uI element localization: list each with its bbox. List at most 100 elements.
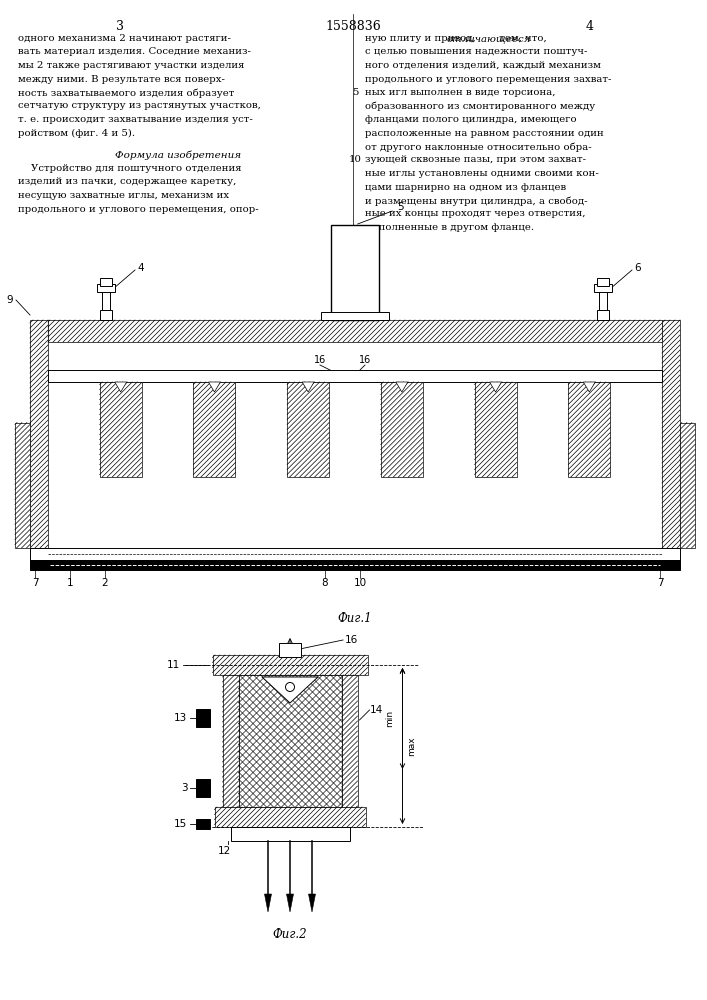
Text: выполненные в другом фланце.: выполненные в другом фланце. (365, 223, 534, 232)
Text: 10: 10 (349, 155, 361, 164)
Text: и размещены внутри цилиндра, а свобод-: и размещены внутри цилиндра, а свобод- (365, 196, 588, 206)
Text: 5: 5 (397, 202, 404, 212)
Bar (341, 675, 358, 807)
Bar (597, 310, 609, 320)
Text: несущую захватные иглы, механизм их: несущую захватные иглы, механизм их (18, 191, 229, 200)
Circle shape (286, 682, 295, 692)
Bar (30, 320, 48, 548)
Bar (238, 675, 341, 807)
Bar (196, 779, 209, 797)
Bar (214, 807, 366, 827)
Text: изделий из пачки, содержащее каретку,: изделий из пачки, содержащее каретку, (18, 178, 236, 186)
Bar (196, 709, 209, 727)
Bar (213, 655, 368, 675)
Bar (100, 382, 141, 477)
Text: 15: 15 (174, 819, 187, 829)
Bar (381, 382, 423, 477)
Text: ных игл выполнен в виде торсиона,: ных игл выполнен в виде торсиона, (365, 88, 556, 97)
Text: Фиг.1: Фиг.1 (338, 612, 373, 625)
Text: max: max (407, 736, 416, 756)
Bar (597, 278, 609, 286)
Text: 6: 6 (634, 263, 641, 273)
Text: 8: 8 (322, 578, 328, 588)
Text: ную плиту и привод,: ную плиту и привод, (365, 34, 479, 43)
Bar (48, 320, 662, 342)
Polygon shape (583, 382, 595, 392)
Polygon shape (262, 677, 318, 703)
Bar (100, 310, 112, 320)
Text: 5: 5 (352, 88, 358, 97)
Text: тем, что,: тем, что, (496, 34, 547, 43)
Text: цами шарнирно на одном из фланцев: цами шарнирно на одном из фланцев (365, 182, 566, 192)
Text: мы 2 также растягивают участки изделия: мы 2 также растягивают участки изделия (18, 61, 245, 70)
Text: 13: 13 (174, 713, 187, 723)
Polygon shape (308, 894, 315, 912)
Polygon shape (489, 382, 501, 392)
Bar (97, 284, 115, 292)
Text: от другого наклонные относительно обра-: от другого наклонные относительно обра- (365, 142, 592, 151)
Text: продольного и углового перемещения, опор-: продольного и углового перемещения, опор… (18, 205, 259, 214)
Bar (30, 548, 680, 560)
Text: Формула изобретения: Формула изобретения (115, 150, 241, 159)
Text: фланцами полого цилиндра, имеющего: фланцами полого цилиндра, имеющего (365, 115, 577, 124)
Text: Устройство для поштучного отделения: Устройство для поштучного отделения (18, 164, 242, 173)
Polygon shape (209, 382, 221, 392)
Bar (48, 370, 662, 382)
Bar (331, 225, 379, 320)
Text: 3: 3 (181, 783, 187, 793)
Text: 11: 11 (168, 660, 180, 670)
Bar (474, 382, 517, 477)
Text: 16: 16 (345, 635, 358, 645)
Bar (599, 290, 607, 310)
Text: ные их концы проходят через отверстия,: ные их концы проходят через отверстия, (365, 210, 585, 219)
Text: т. е. происходит захватывание изделия уст-: т. е. происходит захватывание изделия ус… (18, 115, 252, 124)
Text: 1558836: 1558836 (326, 20, 381, 33)
Text: Фиг.2: Фиг.2 (273, 928, 308, 941)
Polygon shape (396, 382, 408, 392)
Text: 4: 4 (586, 20, 594, 33)
Text: сетчатую структуру из растянутых участков,: сетчатую структуру из растянутых участко… (18, 102, 261, 110)
Polygon shape (302, 382, 314, 392)
Text: 9: 9 (6, 295, 13, 305)
Text: отличающееся: отличающееся (447, 34, 532, 43)
Polygon shape (264, 894, 271, 912)
Text: 12: 12 (218, 846, 230, 856)
Bar (30, 560, 680, 570)
Text: 10: 10 (354, 578, 366, 588)
Bar (196, 819, 209, 829)
Text: 2: 2 (102, 578, 108, 588)
Text: продольного и углового перемещения захват-: продольного и углового перемещения захва… (365, 75, 612, 84)
Bar (102, 290, 110, 310)
Text: min: min (385, 710, 395, 727)
Bar (321, 312, 389, 320)
Text: зующей сквозные пазы, при этом захват-: зующей сквозные пазы, при этом захват- (365, 155, 586, 164)
Text: вать материал изделия. Соседние механиз-: вать материал изделия. Соседние механиз- (18, 47, 251, 56)
Bar (194, 382, 235, 477)
Bar (662, 320, 680, 548)
Bar (279, 643, 301, 657)
Text: одного механизма 2 начинают растяги-: одного механизма 2 начинают растяги- (18, 34, 231, 43)
Bar (680, 423, 695, 548)
Bar (594, 284, 612, 292)
Text: ность захватываемого изделия образует: ность захватываемого изделия образует (18, 88, 235, 98)
Text: 16: 16 (314, 355, 326, 365)
Text: 7: 7 (657, 578, 663, 588)
Bar (287, 382, 329, 477)
Text: образованного из смонтированного между: образованного из смонтированного между (365, 102, 595, 111)
Text: ного отделения изделий, каждый механизм: ного отделения изделий, каждый механизм (365, 61, 601, 70)
Bar (568, 382, 610, 477)
Text: расположенные на равном расстоянии один: расположенные на равном расстоянии один (365, 128, 604, 137)
Text: 14: 14 (370, 705, 382, 715)
Polygon shape (115, 382, 127, 392)
Text: 16: 16 (359, 355, 371, 365)
Text: 4: 4 (137, 263, 144, 273)
Text: между ними. В результате вся поверх-: между ними. В результате вся поверх- (18, 75, 225, 84)
Text: с целью повышения надежности поштуч-: с целью повышения надежности поштуч- (365, 47, 588, 56)
Bar (15, 423, 30, 548)
Text: 1: 1 (66, 578, 74, 588)
Text: ные иглы установлены одними своими кон-: ные иглы установлены одними своими кон- (365, 169, 599, 178)
Polygon shape (286, 894, 293, 912)
Text: ройством (фиг. 4 и 5).: ройством (фиг. 4 и 5). (18, 128, 135, 138)
Text: 7: 7 (32, 578, 38, 588)
Bar (223, 675, 238, 807)
